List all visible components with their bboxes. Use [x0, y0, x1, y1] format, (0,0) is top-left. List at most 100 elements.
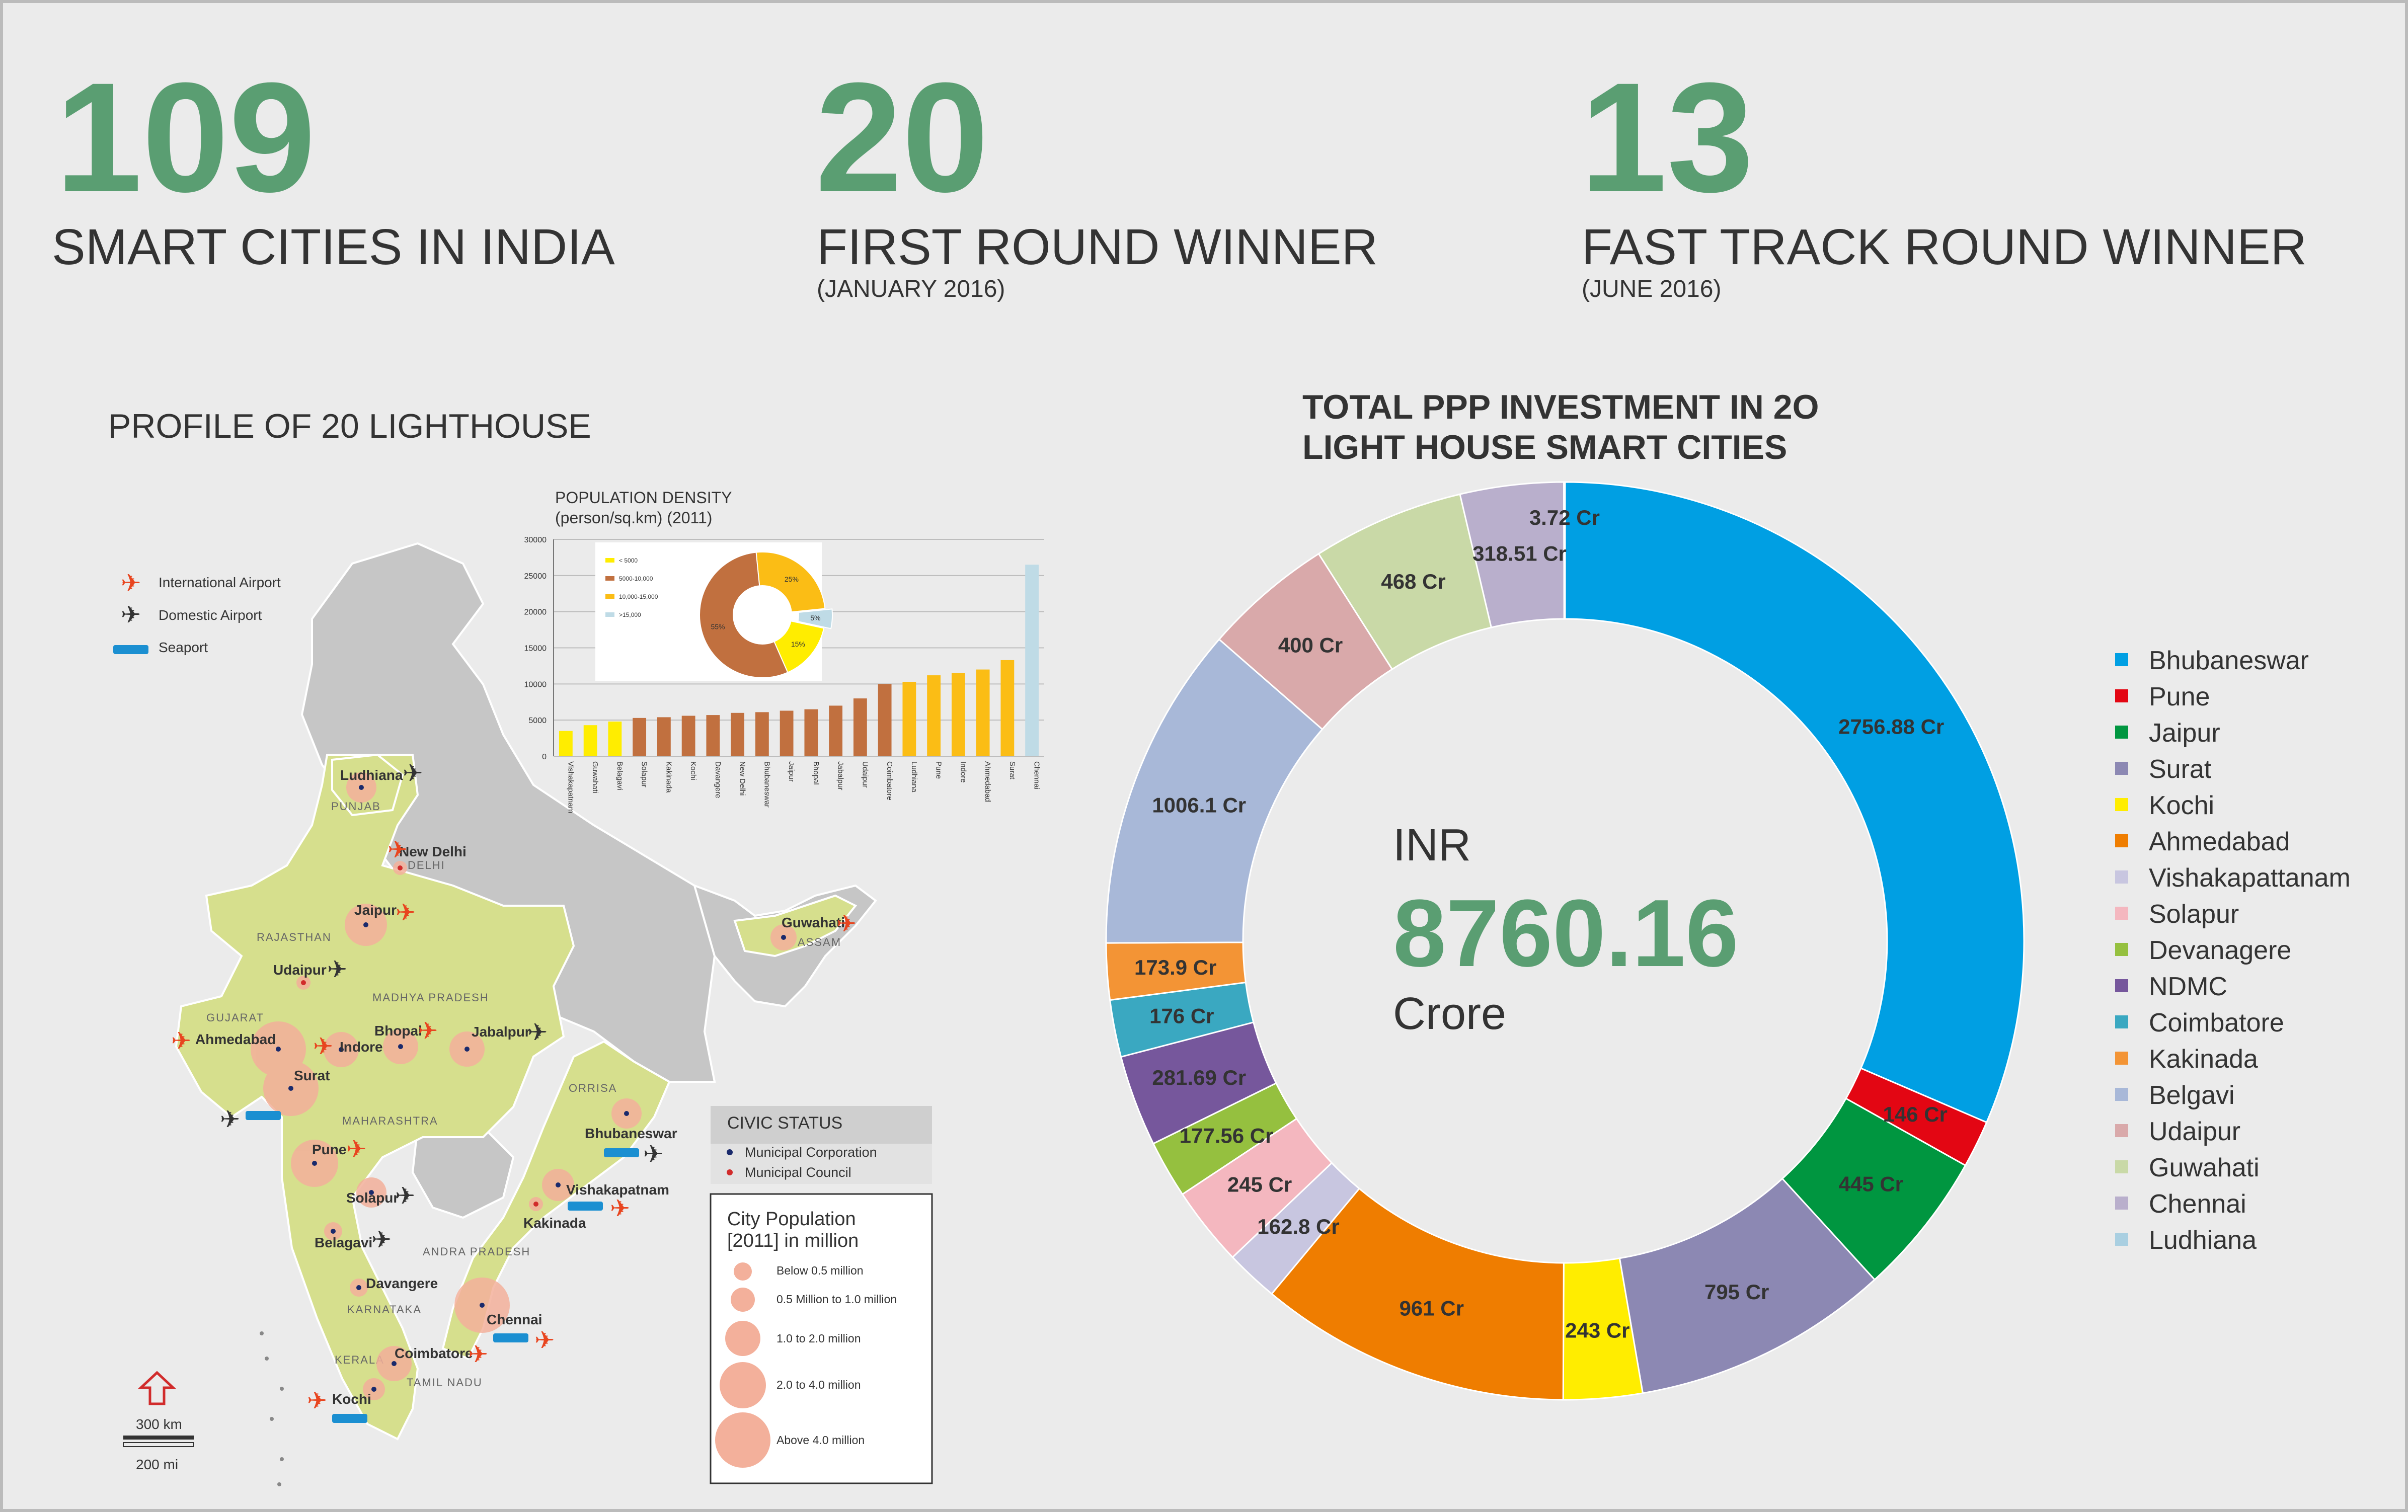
- population-class: 2.0 to 4.0 million: [776, 1378, 861, 1391]
- intl-airport-icon: ✈: [610, 1196, 630, 1222]
- civic-corp: Municipal Corporation: [745, 1145, 877, 1160]
- density-bar: [804, 709, 818, 756]
- center-prefix: INR: [1393, 820, 1471, 870]
- inset-legend-label: < 5000: [619, 557, 638, 564]
- intl-airport-icon: ✈: [171, 1028, 191, 1055]
- inset-donut-label: 5%: [810, 614, 820, 622]
- density-xtick: Jaipur: [787, 761, 796, 782]
- stat-sub: (JUNE 2016): [1582, 276, 1721, 302]
- stat-label: FIRST ROUND WINNER: [817, 219, 1378, 275]
- density-subtitle: (person/sq.km) (2011): [555, 509, 712, 527]
- density-chart: POPULATION DENSITY (person/sq.km) (2011)…: [524, 489, 1044, 813]
- legend-label: Jaipur: [2149, 719, 2220, 748]
- civic-council: Municipal Council: [745, 1165, 851, 1180]
- density-bar: [927, 675, 941, 756]
- legend-swatch: [2115, 1088, 2128, 1101]
- legend-swatch: [2115, 762, 2128, 775]
- density-bar: [829, 705, 843, 756]
- density-ytick: 20000: [524, 608, 547, 617]
- map-assam-green: [733, 894, 858, 958]
- city-label: Kochi: [332, 1391, 371, 1407]
- legend-swatch: [2115, 834, 2128, 847]
- donut-slice-label: 2756.88 Cr: [1838, 714, 1944, 738]
- intl-airport-icon: ✈: [313, 1033, 333, 1060]
- map-markers: ✈ ✈ ✈ ✈ ✈ ✈ ✈ ✈ ✈ ✈ ✈ ✈ ✈ ✈ ✈ ✈ ✈ ✈: [171, 760, 857, 1423]
- city-label: Jabalpur: [472, 1024, 530, 1040]
- inset-legend-swatch: [605, 576, 614, 581]
- region-label: DELHI: [408, 859, 445, 871]
- city-label: Chennai: [487, 1312, 542, 1327]
- scale-km: 300 km: [136, 1416, 182, 1432]
- density-xtick: Guwahati: [591, 761, 599, 793]
- seaport-icon: [604, 1148, 639, 1157]
- inset-donut-label: 55%: [711, 622, 725, 630]
- density-bar: [633, 718, 647, 756]
- legend-swatch: [2115, 1197, 2128, 1210]
- legend-intl-label: International Airport: [159, 575, 281, 590]
- donut-slice-label: 146 Cr: [1883, 1102, 1947, 1126]
- density-xtick: Coimbatore: [885, 761, 894, 801]
- population-title: City Population: [727, 1209, 856, 1230]
- stat-label: FAST TRACK ROUND WINNER: [1582, 219, 2307, 275]
- donut-slice-label: 176 Cr: [1149, 1004, 1214, 1027]
- legend-swatch: [2115, 1015, 2128, 1028]
- density-xtick: Vishakapatnam: [566, 761, 575, 813]
- density-ytick: 10000: [524, 680, 547, 689]
- inset-legend-label: >15,000: [619, 611, 641, 618]
- stat-number: 20: [815, 50, 989, 224]
- density-inset: < 5000 5000-10,000 10,000-15,000 >15,000 25…: [595, 542, 833, 681]
- donut-slice-belgavi: [1105, 638, 1324, 944]
- density-xtick: Jabalpur: [836, 761, 845, 790]
- density-bar: [780, 710, 794, 756]
- legend-label: Surat: [2149, 755, 2212, 784]
- civic-status-legend: CIVIC STATUS Municipal Corporation Munic…: [711, 1106, 932, 1184]
- city-label: Kakinada: [523, 1215, 586, 1231]
- region-label: MAHARASHTRA: [342, 1115, 438, 1127]
- density-xtick: Bhopal: [812, 761, 820, 785]
- donut-slice-label: 177.56 Cr: [1180, 1124, 1274, 1147]
- stat-number: 109: [55, 50, 316, 224]
- density-bar: [731, 712, 745, 756]
- domestic-airport-icon: ✈: [371, 1227, 392, 1253]
- region-label: PUNJAB: [331, 800, 381, 813]
- seaport-icon: [493, 1333, 528, 1342]
- investment-subtitle: LIGHT HOUSE SMART CITIES: [1302, 428, 1787, 466]
- density-bar: [755, 712, 769, 756]
- density-bar: [1025, 565, 1039, 756]
- region-label: ANDRA PRADESH: [423, 1245, 530, 1258]
- legend-swatch: [2115, 653, 2128, 666]
- legend-swatch: [2115, 870, 2128, 884]
- density-xtick: Solapur: [640, 761, 649, 787]
- intl-airport-icon: ✈: [418, 1018, 438, 1045]
- legend-label: Kochi: [2149, 791, 2214, 820]
- map-islands: [260, 1331, 284, 1486]
- city-label: Ahmedabad: [195, 1031, 276, 1047]
- legend-swatch: [2115, 689, 2128, 702]
- inset-legend-swatch: [605, 558, 614, 563]
- density-bar: [559, 731, 573, 756]
- seaport-icon: [246, 1111, 281, 1120]
- domestic-airport-icon: ✈: [220, 1106, 240, 1133]
- donut-slice-bhubaneswar: [1564, 481, 2025, 1124]
- donut-slice-label: 961 Cr: [1400, 1296, 1464, 1320]
- density-bar: [706, 715, 720, 756]
- intl-airport-icon: ✈: [468, 1341, 488, 1368]
- map-title: PROFILE OF 20 LIGHTHOUSE: [108, 407, 591, 445]
- city-label: New Delhi: [399, 844, 467, 859]
- north-arrow-icon: [137, 1371, 177, 1405]
- donut-slice-label: 1006.1 Cr: [1152, 793, 1246, 817]
- intl-airport-icon: ✈: [534, 1327, 555, 1354]
- scale-mi: 200 mi: [136, 1457, 178, 1472]
- legend-label: Guwahati: [2149, 1153, 2260, 1182]
- stat-label: SMART CITIES IN INDIA: [52, 219, 615, 275]
- region-label: ASSAM: [798, 936, 841, 948]
- density-bar: [1000, 660, 1015, 756]
- stat-sub: (JANUARY 2016): [817, 276, 1005, 302]
- inset-donut-slice: [699, 551, 789, 678]
- stat-smart-cities: 109 SMART CITIES IN INDIA: [52, 50, 615, 275]
- intl-airport-icon: ✈: [346, 1136, 366, 1163]
- inset-donut-slice: [797, 608, 833, 629]
- region-label: GUJARAT: [206, 1011, 264, 1024]
- legend-label: Belgavi: [2149, 1081, 2235, 1110]
- investment-section: TOTAL PPP INVESTMENT IN 2O LIGHT HOUSE S…: [1105, 388, 2351, 1401]
